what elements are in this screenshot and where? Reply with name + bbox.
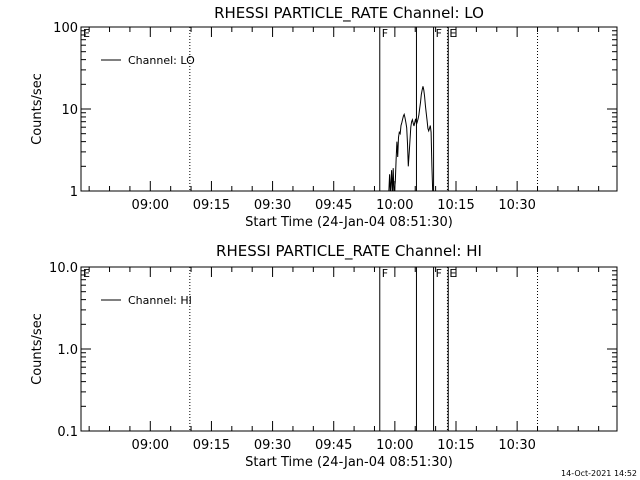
x-tick-label: 10:00: [376, 438, 413, 453]
y-tick-label: 100: [53, 21, 78, 36]
x-tick-label: 10:00: [376, 198, 413, 213]
flag-label: E: [83, 27, 90, 40]
x-tick-label: 09:30: [254, 198, 291, 213]
y-tick-label: 0.1: [57, 425, 78, 440]
y-axis-label: Counts/sec: [30, 73, 45, 145]
series-line: [388, 86, 434, 191]
flag-label: F: [382, 27, 388, 40]
x-axis-label: Start Time (24-Jan-04 08:51:30): [245, 455, 453, 470]
flag-label: F: [436, 27, 442, 40]
plot-timestamp: 14-Oct-2021 14:52: [561, 469, 637, 478]
x-tick-label: 10:15: [437, 438, 474, 453]
x-tick-label: 09:15: [193, 198, 230, 213]
x-tick-label: 09:15: [193, 438, 230, 453]
legend-label: Channel: LO: [128, 54, 195, 67]
x-tick-label: 09:45: [315, 198, 352, 213]
panel-hi-channel: RHESSI PARTICLE_RATE Channel: HI 0.1 1.0 10…: [30, 242, 618, 470]
panel-lo-channel: RHESSI PARTICLE_RATE Channel: LO 1 10 100 09…: [30, 4, 618, 230]
y-axis-label: Counts/sec: [30, 313, 45, 385]
x-tick-label: 10:30: [498, 438, 535, 453]
x-tick-label: 09:45: [315, 438, 352, 453]
flag-label: E: [449, 267, 456, 280]
y-tick-label: 1: [70, 185, 78, 200]
x-tick-label: 09:00: [132, 438, 169, 453]
flag-label: F: [436, 267, 442, 280]
chart-title: RHESSI PARTICLE_RATE Channel: HI: [216, 242, 482, 261]
chart-title: RHESSI PARTICLE_RATE Channel: LO: [214, 4, 484, 23]
x-tick-label: 09:00: [132, 198, 169, 213]
y-tick-label: 10.0: [49, 261, 78, 276]
x-tick-label: 09:30: [254, 438, 291, 453]
flag-label: E: [449, 27, 456, 40]
y-tick-label: 10: [61, 103, 78, 118]
legend-label: Channel: HI: [128, 294, 192, 307]
x-tick-label: 10:15: [437, 198, 474, 213]
y-tick-label: 1.0: [57, 343, 78, 358]
x-axis-label: Start Time (24-Jan-04 08:51:30): [245, 215, 453, 230]
flag-label: F: [382, 267, 388, 280]
plot-frame: [80, 26, 618, 192]
x-tick-label: 10:30: [498, 198, 535, 213]
plot-frame: [80, 266, 618, 432]
flag-label: E: [83, 267, 90, 280]
